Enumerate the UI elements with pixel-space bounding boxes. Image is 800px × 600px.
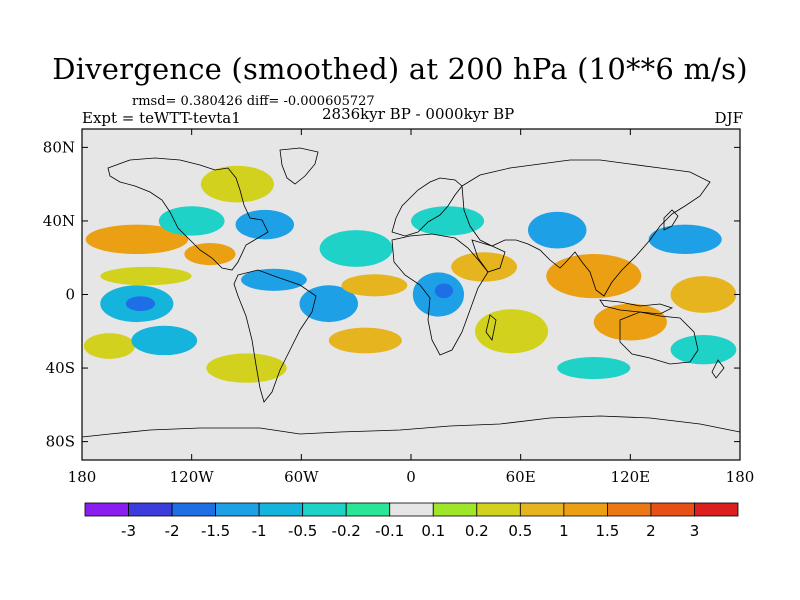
field-blob-1 (100, 266, 192, 286)
lon-tick-label: 60W (284, 468, 319, 486)
colorbar-label: -0.2 (332, 522, 361, 540)
field-blob-17 (434, 283, 454, 299)
field-blob-24 (648, 224, 722, 255)
colorbar-label: -0.1 (375, 522, 404, 540)
lat-tick-label: 80S (46, 433, 75, 451)
stats-text: rmsd= 0.380426 diff= -0.000605727 (132, 94, 375, 109)
lon-tick-label: 180 (68, 468, 97, 486)
field-blob-18 (411, 206, 485, 236)
colorbar-bin (607, 502, 652, 517)
colorbar-label: -1.5 (201, 522, 230, 540)
colorbar-bin (258, 502, 304, 517)
colorbar-bin (476, 502, 521, 517)
field-blob-26 (670, 334, 737, 365)
field-blob-4 (83, 333, 136, 359)
period-label: 2836kyr BP - 0000kyr BP (322, 105, 515, 123)
lat-tick-label: 0 (65, 286, 75, 304)
lat-tick-label: 40S (46, 359, 75, 377)
season-label: DJF (714, 109, 743, 127)
field-blob-8 (235, 209, 295, 240)
colorbar-label: 2 (646, 522, 656, 540)
field-blob-15 (328, 327, 402, 354)
divergence-contours (83, 165, 737, 383)
colorbar-bin (128, 502, 173, 517)
coast-europe (391, 177, 463, 237)
colorbar-bin (432, 502, 478, 517)
field-blob-11 (206, 353, 287, 383)
lon-tick-label: 60E (506, 468, 536, 486)
coast-arabia (471, 239, 506, 273)
lon-tick-label: 180 (726, 468, 755, 486)
colorbar-label: -3 (121, 522, 136, 540)
coast-greenland (279, 147, 319, 185)
field-blob-22 (546, 254, 642, 299)
coast-antarctica (82, 415, 740, 438)
colorbar-label: -0.5 (288, 522, 317, 540)
coast-new-zealand (711, 359, 725, 379)
coast-north-america (107, 157, 269, 271)
colorbar-label: -1 (252, 522, 267, 540)
colorbar-label: 0.2 (465, 522, 489, 540)
colorbar-bin (171, 502, 216, 517)
colorbar-bin (345, 502, 391, 517)
field-blob-6 (158, 206, 225, 236)
field-blob-13 (319, 230, 393, 267)
field-blob-27 (557, 357, 631, 380)
colorbar-bin (650, 502, 695, 517)
lon-tick-label: 0 (406, 468, 416, 486)
coast-madagascar (485, 314, 497, 341)
coast-indonesia (599, 299, 674, 315)
colorbar-label: 0.5 (508, 522, 532, 540)
field-blob-7 (200, 165, 274, 203)
colorbar-bin (519, 502, 565, 517)
field-blob-23 (593, 303, 667, 341)
colorbar-label: 0.1 (421, 522, 445, 540)
lon-tick-label: 120W (170, 468, 215, 486)
field-blob-10 (241, 268, 307, 291)
field-blob-9 (184, 243, 236, 266)
lat-tick-label: 80N (43, 138, 75, 156)
coastlines (82, 147, 740, 438)
colorbar-bin (389, 502, 434, 517)
field-blob-3 (125, 296, 156, 312)
field-blob-21 (527, 211, 587, 249)
field-blob-25 (670, 276, 737, 313)
colorbar: -3 -2 -1.5 -1 -0.5 -0.2 -0.1 0.1 0.2 0.5 1 1.5 2 3 (84, 502, 739, 540)
colorbar-bin (84, 502, 129, 517)
coast-south-america (233, 269, 317, 403)
coast-asia (461, 159, 711, 297)
colorbar-bin (302, 502, 347, 517)
plot-title: Divergence (smoothed) at 200 hPa (10**6 … (52, 52, 748, 86)
colorbar-bin (694, 502, 739, 517)
map-background (82, 129, 740, 460)
colorbar-label: -2 (165, 522, 180, 540)
lat-tick-label: 40N (43, 212, 75, 230)
colorbar-label: 1 (559, 522, 569, 540)
colorbar-bin (563, 502, 608, 517)
coast-africa (391, 233, 489, 356)
field-blob-20 (474, 309, 549, 354)
colorbar-bin (215, 502, 260, 517)
coast-japan (663, 209, 679, 231)
field-blob-14 (341, 274, 408, 297)
map-axes: 180 120W 60W 0 60E 120E 180 80N 40N 0 40S 80S (43, 129, 755, 486)
experiment-label: Expt = teWTT-tevta1 (82, 109, 241, 127)
colorbar-label: 1.5 (595, 522, 619, 540)
coast-australia (619, 311, 699, 365)
field-blob-5 (131, 325, 198, 356)
field-blob-0 (85, 224, 189, 255)
colorbar-label: 3 (690, 522, 700, 540)
lon-tick-label: 120E (611, 468, 651, 486)
